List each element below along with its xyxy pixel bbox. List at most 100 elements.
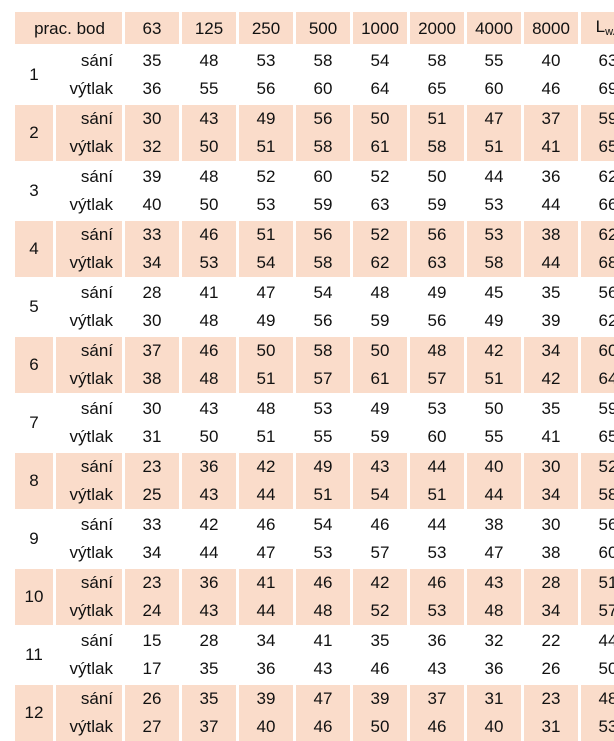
- working-point-index: 9: [15, 511, 53, 567]
- value-cell: 36: [239, 655, 294, 683]
- row-label-sani: sání: [56, 47, 123, 75]
- value-cell: 62: [581, 163, 614, 191]
- value-cell: 34: [125, 539, 180, 567]
- value-cell: 36: [182, 453, 237, 481]
- value-cell: 49: [467, 307, 522, 335]
- value-cell: 59: [410, 191, 465, 219]
- value-cell: 60: [410, 423, 465, 451]
- group-spacer: [15, 393, 614, 395]
- value-cell: 43: [410, 655, 465, 683]
- value-cell: 34: [125, 249, 180, 277]
- value-cell: 46: [182, 337, 237, 365]
- value-cell: 47: [239, 539, 294, 567]
- value-cell: 42: [524, 365, 579, 393]
- group-spacer: [15, 277, 614, 279]
- value-cell: 23: [524, 685, 579, 713]
- value-cell: 50: [467, 395, 522, 423]
- value-cell: 40: [524, 47, 579, 75]
- value-cell: 68: [581, 249, 614, 277]
- spacer-cell: [15, 277, 614, 279]
- header-band-2000: 2000: [410, 12, 465, 44]
- value-cell: 48: [182, 47, 237, 75]
- value-cell: 51: [239, 423, 294, 451]
- value-cell: 30: [125, 105, 180, 133]
- value-cell: 50: [182, 191, 237, 219]
- row-label-sani: sání: [56, 511, 123, 539]
- value-cell: 37: [125, 337, 180, 365]
- value-cell: 36: [182, 569, 237, 597]
- value-cell: 54: [239, 249, 294, 277]
- value-cell: 55: [467, 423, 522, 451]
- working-point-index: 3: [15, 163, 53, 219]
- value-cell: 46: [296, 713, 351, 741]
- value-cell: 26: [125, 685, 180, 713]
- value-cell: 54: [296, 511, 351, 539]
- value-cell: 15: [125, 627, 180, 655]
- spacer-cell: [15, 683, 614, 685]
- value-cell: 30: [524, 453, 579, 481]
- value-cell: 41: [239, 569, 294, 597]
- working-point-index: 10: [15, 569, 53, 625]
- value-cell: 65: [410, 75, 465, 103]
- value-cell: 49: [239, 105, 294, 133]
- value-cell: 60: [581, 539, 614, 567]
- value-cell: 50: [353, 337, 408, 365]
- value-cell: 36: [467, 655, 522, 683]
- table-row: 2 sání 30 43 49 56 50 51 47 37 59: [15, 105, 614, 161]
- value-cell: 51: [581, 569, 614, 597]
- row-label-vytlak: výtlak: [56, 249, 123, 277]
- value-cell: 42: [353, 569, 408, 597]
- value-cell: 44: [410, 453, 465, 481]
- value-cell: 44: [581, 627, 614, 655]
- value-cell: 64: [581, 365, 614, 393]
- value-cell: 44: [467, 163, 522, 191]
- value-cell: 40: [125, 191, 180, 219]
- row-label-sani: sání: [56, 685, 123, 713]
- value-cell: 46: [182, 221, 237, 249]
- value-cell: 62: [353, 249, 408, 277]
- table-row: výtlak 30 48 49 56 59 56 49 39 62: [15, 307, 614, 335]
- row-label-vytlak: výtlak: [56, 655, 123, 683]
- value-cell: 50: [353, 105, 408, 133]
- value-cell: 35: [524, 395, 579, 423]
- table-row: výtlak 38 48 51 57 61 57 51 42 64: [15, 365, 614, 393]
- row-label-vytlak: výtlak: [56, 133, 123, 161]
- header-working-point: prac. bod: [15, 12, 123, 44]
- value-cell: 51: [296, 481, 351, 509]
- value-cell: 60: [581, 337, 614, 365]
- spacer-cell: [15, 44, 614, 47]
- value-cell: 41: [182, 279, 237, 307]
- value-cell: 48: [182, 365, 237, 393]
- value-cell: 44: [524, 191, 579, 219]
- table-row: výtlak 36 55 56 60 64 65 60 46 69: [15, 75, 614, 103]
- row-label-sani: sání: [56, 337, 123, 365]
- value-cell: 69: [581, 75, 614, 103]
- value-cell: 52: [353, 597, 408, 625]
- spacer-cell: [15, 451, 614, 453]
- working-point-index: 7: [15, 395, 53, 451]
- working-point-index: 6: [15, 337, 53, 393]
- spacer-cell: [15, 103, 614, 105]
- value-cell: 63: [353, 191, 408, 219]
- value-cell: 39: [239, 685, 294, 713]
- row-label-vytlak: výtlak: [56, 365, 123, 393]
- value-cell: 31: [467, 685, 522, 713]
- table-header: prac. bod 63 125 250 500 1000 2000 4000 …: [15, 12, 614, 44]
- value-cell: 55: [182, 75, 237, 103]
- value-cell: 65: [581, 133, 614, 161]
- value-cell: 53: [182, 249, 237, 277]
- value-cell: 49: [239, 307, 294, 335]
- value-cell: 43: [182, 597, 237, 625]
- value-cell: 39: [524, 307, 579, 335]
- table-row: 12 sání 26 35 39 47 39 37 31 23 48: [15, 685, 614, 741]
- value-cell: 46: [353, 511, 408, 539]
- value-cell: 48: [182, 307, 237, 335]
- value-cell: 30: [125, 307, 180, 335]
- value-cell: 53: [239, 191, 294, 219]
- lwa-subscript: wA: [605, 26, 614, 38]
- value-cell: 50: [581, 655, 614, 683]
- value-cell: 24: [125, 597, 180, 625]
- group-spacer: [15, 103, 614, 105]
- header-band-4000: 4000: [467, 12, 522, 44]
- row-label-sani: sání: [56, 105, 123, 133]
